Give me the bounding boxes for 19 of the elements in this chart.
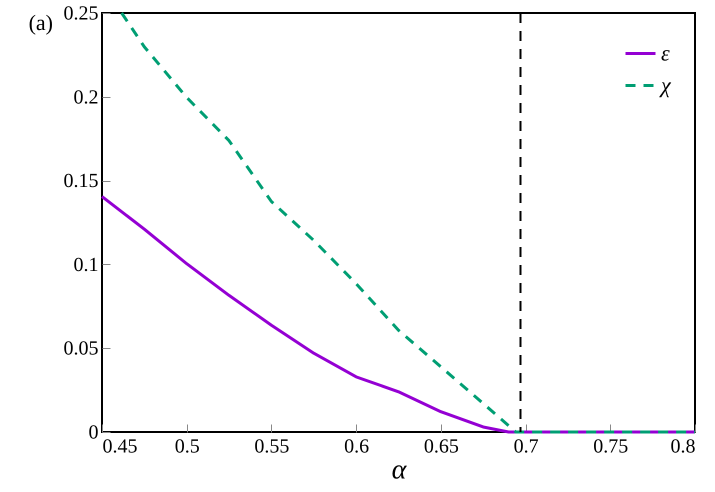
x-tick-label: 0.45 — [102, 436, 138, 458]
line-series — [120, 12, 696, 434]
y-tick-label: 0.15 — [64, 170, 98, 192]
legend-label: χ — [659, 72, 672, 98]
y-tick-label: 0.05 — [64, 338, 98, 360]
y-tick-label: 0 — [88, 422, 98, 444]
x-tick-label: 0.5 — [174, 436, 200, 458]
chart-title: (a) — [28, 10, 54, 35]
legend-label: ε — [661, 40, 670, 66]
x-tick-label: 0.8 — [670, 436, 696, 458]
y-tick-label: 0.25 — [64, 2, 98, 24]
y-tick-label: 0.2 — [74, 86, 98, 108]
x-tick-label: 0.55 — [254, 436, 290, 458]
y-tick-label: 0.1 — [74, 254, 98, 276]
x-tick-label: 0.65 — [424, 436, 459, 458]
x-tick-label: 0.6 — [344, 436, 370, 458]
x-axis-title: α — [392, 454, 408, 486]
x-tick-label: 0.7 — [514, 436, 539, 458]
x-tick-label: 0.75 — [593, 436, 628, 458]
